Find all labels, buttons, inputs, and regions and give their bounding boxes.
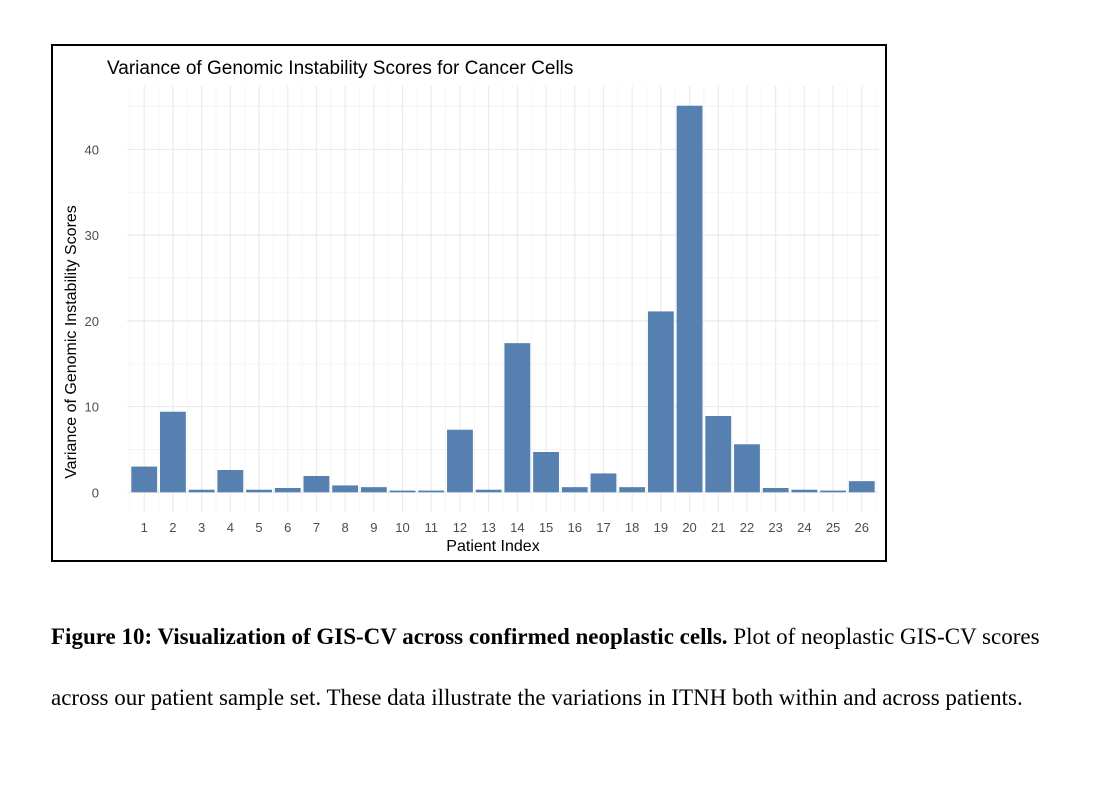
- x-tick-label: 21: [711, 520, 725, 535]
- x-tick-label: 10: [395, 520, 409, 535]
- caption-body: Plot of neoplastic GIS-CV scores across …: [51, 624, 1040, 710]
- y-tick-label: 40: [85, 142, 99, 157]
- x-tick-label: 3: [198, 520, 205, 535]
- bar-patient-1: [131, 466, 158, 493]
- x-tick-label: 8: [342, 520, 349, 535]
- y-axis-title: Variance of Genomic Instability Scores: [63, 205, 80, 479]
- figure-frame: 0 10 20 30 40 1 2 3 4 5 6 7 8 9 10 11 12 13 14 15 16 17 18 19 2…: [51, 44, 887, 562]
- y-tick-label: 20: [85, 314, 99, 329]
- x-tick-label: 24: [797, 520, 811, 535]
- x-tick-label: 12: [453, 520, 467, 535]
- bar-patient-24: [791, 489, 818, 493]
- x-tick-label: 25: [826, 520, 840, 535]
- bars: [131, 105, 875, 493]
- bar-patient-2: [160, 411, 186, 493]
- x-tick-label: 4: [227, 520, 234, 535]
- bar-patient-23: [762, 488, 789, 493]
- x-tick-label: 15: [539, 520, 553, 535]
- y-tick-label: 0: [92, 485, 99, 500]
- bar-patient-18: [619, 487, 646, 493]
- bar-patient-13: [475, 489, 502, 493]
- x-axis-title: Patient Index: [446, 538, 539, 555]
- bar-patient-8: [332, 485, 359, 493]
- x-tick-label: 1: [141, 520, 148, 535]
- x-tick-label: 19: [654, 520, 668, 535]
- x-tick-label: 11: [424, 520, 438, 535]
- figure-caption: Figure 10: Visualization of GIS-CV acros…: [51, 606, 1061, 728]
- bar-patient-3: [188, 489, 215, 493]
- bar-patient-25: [820, 490, 846, 493]
- bar-patient-4: [217, 470, 244, 493]
- x-tick-label: 13: [481, 520, 495, 535]
- y-tick-label: 10: [85, 400, 99, 415]
- x-tick-label: 17: [596, 520, 610, 535]
- bar-patient-5: [246, 489, 272, 493]
- bar-patient-26: [848, 481, 875, 493]
- bar-patient-20: [676, 105, 703, 493]
- bar-patient-11: [418, 490, 445, 493]
- x-tick-label: 26: [855, 520, 869, 535]
- y-tick-labels: 0 10 20 30 40: [85, 142, 99, 500]
- caption-heading: Figure 10: Visualization of GIS-CV acros…: [51, 624, 728, 649]
- x-tick-label: 2: [169, 520, 176, 535]
- x-tick-label: 6: [284, 520, 291, 535]
- bar-patient-19: [647, 311, 674, 493]
- bar-patient-6: [274, 488, 301, 493]
- grid-lines: [127, 86, 879, 512]
- bar-patient-10: [389, 490, 416, 493]
- x-tick-label: 5: [255, 520, 262, 535]
- x-tick-label: 7: [313, 520, 320, 535]
- bar-patient-14: [504, 343, 531, 493]
- bar-patient-21: [705, 416, 732, 493]
- bar-patient-7: [303, 476, 330, 493]
- bar-patient-16: [561, 487, 588, 493]
- x-tick-label: 20: [682, 520, 696, 535]
- bar-patient-22: [734, 444, 760, 493]
- y-tick-label: 30: [85, 228, 99, 243]
- chart-title: Variance of Genomic Instability Scores f…: [107, 58, 573, 79]
- bar-patient-15: [533, 452, 559, 493]
- x-tick-label: 18: [625, 520, 639, 535]
- x-tick-label: 9: [370, 520, 377, 535]
- bar-patient-17: [590, 473, 617, 493]
- bar-patient-9: [360, 487, 387, 493]
- x-tick-label: 16: [568, 520, 582, 535]
- x-tick-labels: 1 2 3 4 5 6 7 8 9 10 11 12 13 14 15 16 17 18 19 20 21 22 23 24 2…: [141, 520, 869, 535]
- bar-patient-12: [447, 429, 473, 493]
- x-tick-label: 23: [768, 520, 782, 535]
- x-tick-label: 22: [740, 520, 754, 535]
- x-tick-label: 14: [510, 520, 524, 535]
